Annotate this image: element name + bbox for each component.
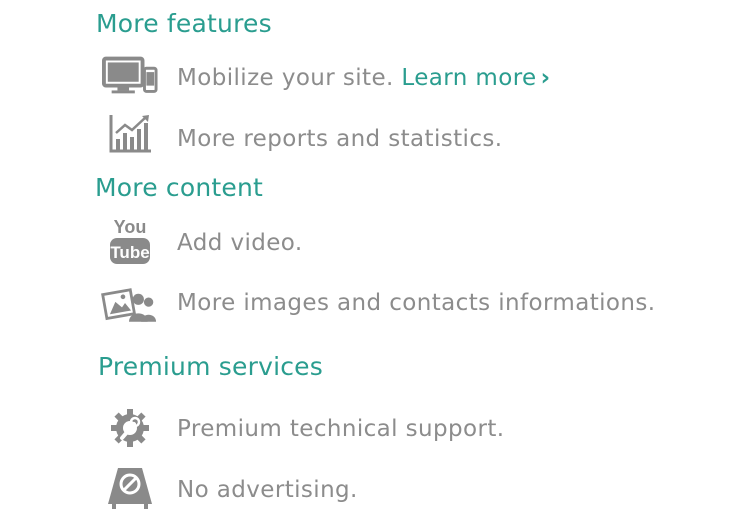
learn-more-link[interactable]: Learn more › [401,65,550,91]
premium-support-text: Premium technical support. [177,416,505,442]
content-images-contacts-text: More images and contacts informations. [177,290,656,316]
youtube-icon: You Tube [102,216,158,266]
feature-mobilize-row: Mobilize your site. Learn more › [177,63,550,93]
section-heading-premium-services: Premium services [98,352,323,381]
feature-mobilize-text: Mobilize your site. [177,65,394,91]
section-heading-more-content: More content [95,173,264,202]
feature-reports-text: More reports and statistics. [177,126,503,152]
chevron-right-icon[interactable]: › [540,65,551,91]
support-wrench-gear-icon [102,403,158,453]
content-video-text: Add video. [177,230,303,256]
no-advertising-sign-icon [102,463,158,513]
devices-icon [102,50,158,100]
premium-no-ads-text: No advertising. [177,477,358,503]
images-contacts-icon [101,279,157,329]
youtube-icon-text-top: You [114,217,147,237]
youtube-icon-text-bottom: Tube [110,243,149,262]
section-heading-more-features: More features [96,9,272,38]
learn-more-label[interactable]: Learn more [401,65,537,91]
statistics-chart-icon [102,109,158,159]
